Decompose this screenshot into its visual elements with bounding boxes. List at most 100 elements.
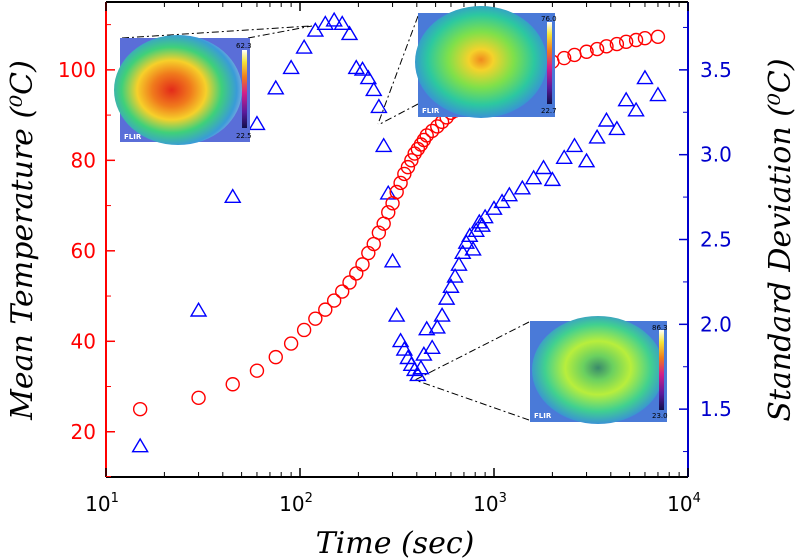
standard-deviation-point xyxy=(433,306,451,322)
mean-temperature-point xyxy=(225,377,240,392)
standard-deviation-point xyxy=(608,120,626,136)
standard-deviation-point xyxy=(428,318,446,334)
standard-deviation-point xyxy=(555,149,573,165)
standard-deviation-point xyxy=(500,186,519,202)
standard-deviation-point xyxy=(353,60,372,76)
mean-temperature-point xyxy=(556,50,572,66)
mean-temperature-point xyxy=(404,153,419,168)
standard-deviation-point xyxy=(442,278,460,293)
mean-temperature-point xyxy=(249,363,265,378)
mean-temperature-point xyxy=(371,225,387,240)
mean-temperature-point xyxy=(579,44,594,59)
y-right-tick-label: 3.5 xyxy=(700,58,732,82)
y-left-tick-label: 100 xyxy=(58,58,96,82)
inset-2-thermal-blob xyxy=(415,6,547,118)
axis-ticks xyxy=(105,2,689,477)
thermal-inset-1: 62.3 22.5 FLIR xyxy=(114,35,252,145)
inset-1-scale-bar xyxy=(242,50,247,128)
standard-deviation-point xyxy=(597,111,616,127)
standard-deviation-point xyxy=(617,91,635,107)
standard-deviation-point xyxy=(340,25,359,41)
mean-temperature-point xyxy=(132,401,148,417)
inset-3-brand: FLIR xyxy=(534,412,552,420)
standard-deviation-point xyxy=(577,152,596,168)
standard-deviation-point xyxy=(383,252,402,268)
mean-temperature-point xyxy=(413,137,429,152)
mean-temperature-point xyxy=(349,266,364,281)
x-tick-label: 103 xyxy=(473,491,507,516)
inset-2-scale-min: 22.7 xyxy=(541,107,557,115)
standard-deviation-point xyxy=(473,217,491,232)
mean-temperature-point xyxy=(419,128,434,143)
inset-3-scale-bar xyxy=(659,330,664,410)
mean-temperature-point xyxy=(326,293,342,308)
mean-temperature-point xyxy=(424,123,440,139)
y-right-tick-label: 2.0 xyxy=(700,312,732,336)
mean-temperature-point xyxy=(397,166,412,182)
standard-deviation-point xyxy=(412,359,430,375)
mean-temperature-point xyxy=(400,159,416,175)
inset-3-thermal-blob xyxy=(532,316,664,424)
standard-deviation-point xyxy=(395,340,414,356)
y-axis-right-title: Standard Deviation (⁰C) xyxy=(763,58,798,421)
standard-deviation-point xyxy=(295,38,313,54)
x-tick-label: 104 xyxy=(667,491,701,516)
standard-deviation-point xyxy=(446,267,464,283)
mean-temperature-point xyxy=(283,336,299,351)
connector-1a xyxy=(121,25,311,39)
mean-temperature-point xyxy=(191,390,206,406)
inset-1-scale-min: 22.5 xyxy=(236,132,252,140)
inset-3-scale-min: 23.0 xyxy=(652,412,668,420)
mean-temperature-point xyxy=(618,34,634,50)
mean-temperature-point xyxy=(609,36,625,52)
standard-deviation-point xyxy=(461,227,479,243)
mean-temperature-point xyxy=(342,275,357,290)
standard-deviation-point xyxy=(374,137,393,153)
standard-deviation-point xyxy=(417,320,436,336)
standard-deviation-point xyxy=(223,188,242,204)
mean-temperature-point xyxy=(381,205,396,220)
connector-2b xyxy=(379,103,419,125)
inset-1-brand: FLIR xyxy=(124,133,142,141)
standard-deviation-point xyxy=(524,169,543,185)
standard-deviation-point xyxy=(588,128,606,144)
mean-temperature-point xyxy=(430,119,445,134)
x-axis-title: Time (sec) xyxy=(316,526,475,560)
standard-deviation-point xyxy=(370,98,388,114)
connector-2a xyxy=(377,15,419,125)
mean-temperature-point xyxy=(355,257,370,272)
thermal-inset-2: 76.0 22.7 FLIR xyxy=(415,6,557,118)
mean-temperature-point xyxy=(650,29,666,45)
standard-deviation-point xyxy=(333,15,351,31)
mean-temperature-point xyxy=(637,30,653,46)
standard-deviation-point xyxy=(437,289,456,305)
mean-temperature-point xyxy=(334,284,350,299)
connector-3a xyxy=(414,321,530,381)
tick-labels: 101 102 103 104 20 40 60 80 100 1.5 2.0 2.5 3.0 3.5 xyxy=(58,58,732,516)
mean-temperature-point xyxy=(628,32,644,48)
inset-1-scale-max: 62.3 xyxy=(236,42,252,50)
inset-2-brand: FLIR xyxy=(422,107,440,115)
standard-deviation-point xyxy=(423,339,441,355)
mean-temperature-point xyxy=(599,39,614,54)
y-right-tick-label: 3.0 xyxy=(700,143,732,167)
standard-deviation-point xyxy=(282,59,300,75)
standard-deviation-point xyxy=(359,69,378,85)
y-left-tick-label: 60 xyxy=(71,239,96,263)
y-left-tick-label: 40 xyxy=(71,329,96,353)
connector-3b xyxy=(414,379,530,421)
standard-deviation-point xyxy=(267,79,285,95)
standard-deviation-point xyxy=(391,332,410,348)
standard-deviation-point xyxy=(248,115,266,131)
standard-deviation-point xyxy=(467,222,485,237)
standard-deviation-point xyxy=(464,240,482,256)
series-standard-deviation xyxy=(131,11,667,453)
connector-1b xyxy=(247,25,313,39)
y-axis-left-title: Mean Temperature (⁰C) xyxy=(5,60,40,421)
mean-temperature-point xyxy=(410,141,426,157)
standard-deviation-point xyxy=(476,208,494,224)
inset-connectors xyxy=(121,15,530,421)
standard-deviation-point xyxy=(513,179,532,195)
standard-deviation-point xyxy=(387,306,406,322)
